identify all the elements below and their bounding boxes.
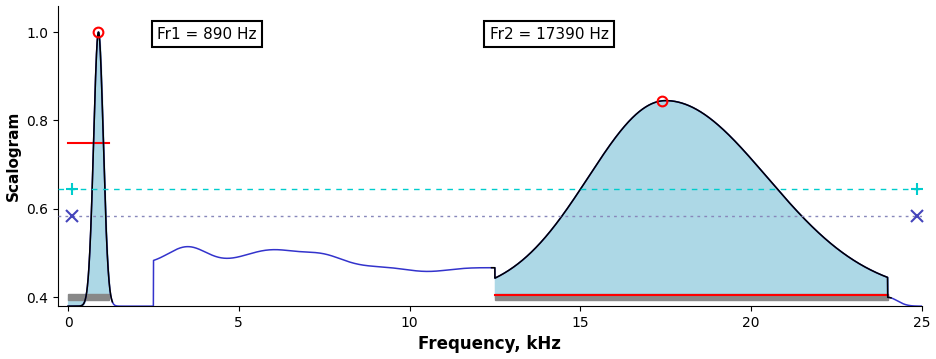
Bar [495, 294, 887, 299]
Text: Fr1 = 890 Hz: Fr1 = 890 Hz [157, 27, 256, 42]
X-axis label: Frequency, kHz: Frequency, kHz [418, 335, 562, 354]
Text: Fr2 = 17390 Hz: Fr2 = 17390 Hz [490, 27, 608, 42]
Y-axis label: Scalogram: Scalogram [6, 111, 21, 201]
Bar [68, 294, 110, 299]
